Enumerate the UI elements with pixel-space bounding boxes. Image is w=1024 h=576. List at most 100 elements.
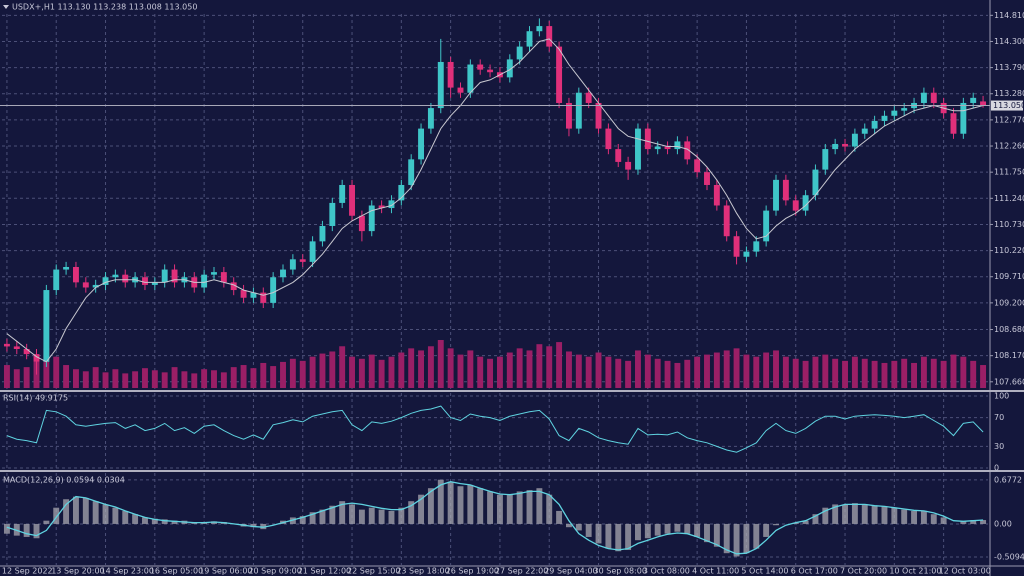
macd-bar [526, 490, 533, 524]
macd-bar [516, 491, 523, 524]
macd-bar [142, 517, 148, 524]
x-tick-label: 6 Oct 17:00 [791, 567, 838, 576]
volume-bar [92, 367, 99, 388]
volume-bar [615, 358, 622, 388]
volume-bar [595, 352, 602, 388]
candle-body [704, 172, 710, 185]
candle-body [63, 266, 70, 270]
macd-bar [289, 517, 296, 524]
candle-body [980, 101, 987, 106]
volume-bar [427, 346, 434, 388]
candle-body [782, 179, 789, 201]
candle-body [773, 179, 779, 211]
x-tick-label: 21 Sep 12:00 [298, 567, 351, 576]
x-tick-label: 16 Sep 05:00 [150, 567, 203, 576]
macd-bar [585, 523, 592, 537]
candle-body [842, 143, 848, 147]
candle-body [408, 159, 415, 185]
volume-bar [171, 367, 178, 388]
candle-body [871, 120, 878, 129]
candle-body [733, 236, 740, 257]
volume-bar [871, 360, 878, 388]
macd-bar [970, 520, 977, 524]
macd-title: MACD(12,26,9) 0.0594 0.0304 [3, 476, 125, 485]
x-tick-label: 13 Sep 20:00 [51, 567, 104, 576]
macd-bar [664, 523, 671, 534]
x-tick-label: 10 Oct 21:00 [889, 567, 941, 576]
volume-bar [329, 351, 336, 388]
candle-body [240, 290, 247, 298]
macd-bar [457, 486, 464, 524]
candle-body [694, 159, 701, 173]
macd-bar [151, 518, 158, 524]
volume-bar [33, 361, 40, 388]
y-tick-label: 0 [994, 464, 999, 473]
y-tick-label: 111.240 [994, 194, 1024, 203]
volume-bar [388, 356, 395, 388]
candle-body [753, 241, 760, 252]
candle-body [615, 149, 622, 162]
volume-bar [487, 358, 494, 388]
macd-bar [467, 484, 474, 524]
macd-bar [763, 523, 770, 537]
candle-body [13, 346, 20, 349]
candle-body [674, 141, 681, 150]
volume-bar [378, 359, 385, 388]
macd-bar [842, 504, 848, 524]
volume-bar [151, 370, 158, 388]
y-tick-label: 110.220 [994, 246, 1024, 255]
macd-bar [536, 488, 543, 524]
volume-bar [782, 356, 789, 388]
volume-bar [467, 350, 474, 388]
volume-bar [743, 354, 750, 388]
volume-bar [418, 350, 425, 388]
volume-bar [822, 354, 829, 388]
candle-body [201, 274, 208, 288]
candle-body [3, 343, 10, 347]
volume-bar [565, 351, 572, 388]
volume-bar [53, 356, 60, 388]
candle-body [437, 61, 444, 109]
x-tick-label: 22 Sep 15:00 [347, 567, 400, 576]
y-tick-label: 113.280 [994, 89, 1024, 98]
macd-bar [349, 504, 355, 524]
candle-body [171, 269, 178, 283]
macd-bar [960, 521, 967, 524]
candle-body [349, 184, 355, 216]
x-tick-label: 23 Sep 18:00 [396, 567, 449, 576]
volume-bar [812, 356, 819, 388]
macd-bar [53, 507, 60, 524]
candle-body [723, 205, 730, 237]
volume-bar [339, 346, 346, 388]
volume-bar [457, 354, 464, 388]
volume-bar [575, 354, 582, 388]
x-tick-label: 4 Oct 11:00 [692, 567, 739, 576]
macd-bar [418, 494, 425, 524]
macd-bar [644, 523, 651, 539]
macd-bar [368, 507, 375, 524]
volume-bar [654, 358, 661, 388]
volume-bar [773, 350, 779, 388]
candle-body [467, 64, 474, 93]
macd-bar [901, 509, 908, 524]
macd-bar [615, 523, 622, 552]
candle-body [526, 31, 533, 47]
candle-body [260, 292, 267, 303]
macd-bar [437, 479, 444, 524]
menu-arrow[interactable] [3, 5, 9, 9]
volume-bar [112, 369, 119, 388]
macd-bar [23, 523, 30, 537]
candle-body [625, 161, 632, 170]
candle-body [970, 97, 977, 103]
x-tick-label: 29 Sep 04:00 [544, 567, 597, 576]
volume-bar [368, 354, 375, 388]
volume-bar [506, 352, 513, 388]
x-tick-label: 30 Sep 08:00 [594, 567, 647, 576]
volume-bar [349, 356, 355, 388]
candle-body [950, 113, 957, 134]
candle-body [72, 266, 79, 283]
candle-body [92, 284, 99, 288]
x-tick-label: 20 Sep 09:00 [248, 567, 301, 576]
candle-body [585, 92, 592, 103]
volume-bar [911, 362, 918, 388]
